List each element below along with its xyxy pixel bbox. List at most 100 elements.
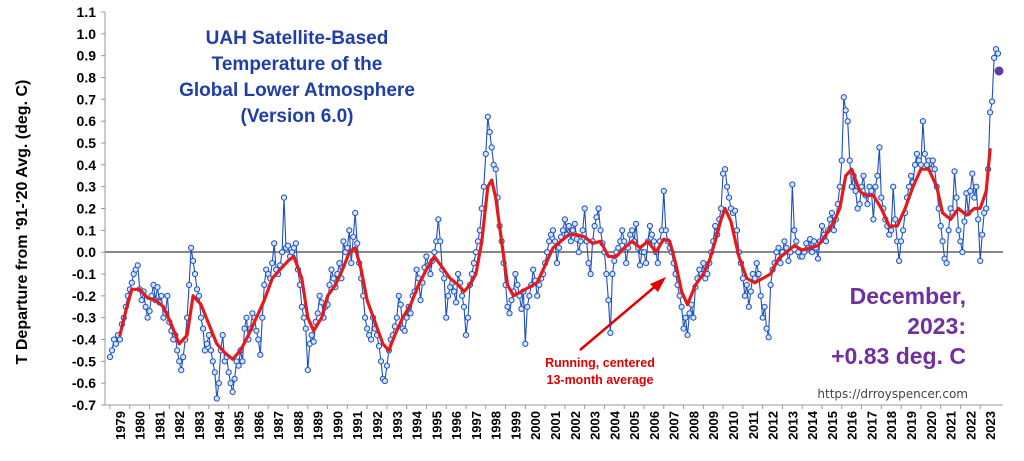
data-point bbox=[844, 118, 851, 125]
data-point bbox=[195, 292, 203, 299]
data-point bbox=[197, 314, 205, 321]
x-tick-label: 1986 bbox=[251, 411, 266, 440]
data-point bbox=[259, 314, 266, 321]
x-tick-label: 2013 bbox=[785, 411, 800, 440]
data-point bbox=[512, 270, 519, 278]
x-tick-label: 2003 bbox=[588, 411, 603, 440]
data-point bbox=[158, 292, 165, 299]
data-point bbox=[937, 222, 944, 230]
y-tick-label: 0.8 bbox=[77, 70, 97, 86]
data-point bbox=[280, 194, 288, 201]
data-point bbox=[174, 347, 181, 354]
data-point bbox=[316, 292, 323, 299]
data-point bbox=[134, 262, 141, 269]
data-point bbox=[826, 216, 834, 223]
y-tick-label: 1.1 bbox=[77, 4, 97, 20]
data-point bbox=[106, 353, 114, 361]
data-point bbox=[199, 325, 207, 332]
data-point bbox=[898, 238, 905, 245]
data-point bbox=[462, 332, 470, 339]
x-tick-label: 2020 bbox=[924, 411, 939, 440]
data-point bbox=[213, 395, 220, 402]
data-point bbox=[354, 240, 361, 247]
x-tick-label: 2016 bbox=[845, 411, 860, 440]
data-point bbox=[878, 194, 885, 201]
data-point bbox=[302, 325, 309, 332]
data-point bbox=[629, 227, 636, 234]
data-point bbox=[431, 249, 438, 256]
data-point bbox=[308, 332, 315, 339]
data-point bbox=[180, 353, 187, 361]
data-point bbox=[269, 260, 276, 267]
data-point bbox=[243, 314, 250, 321]
annotation-arrowhead bbox=[650, 277, 666, 292]
data-point bbox=[154, 284, 161, 291]
annotation-arrow bbox=[579, 283, 659, 351]
data-point bbox=[235, 362, 242, 369]
y-tick-label: 0.7 bbox=[77, 91, 97, 107]
data-point bbox=[856, 201, 863, 208]
data-point bbox=[943, 260, 950, 267]
data-point bbox=[971, 194, 978, 201]
data-point bbox=[451, 288, 458, 295]
data-point bbox=[623, 260, 630, 267]
x-tick-label: 1998 bbox=[489, 411, 504, 440]
data-point bbox=[304, 367, 311, 374]
y-tick-label: 0.2 bbox=[77, 201, 97, 217]
data-point bbox=[455, 270, 462, 278]
data-point bbox=[397, 301, 404, 308]
data-point bbox=[553, 260, 561, 267]
data-point bbox=[417, 297, 424, 304]
data-point bbox=[597, 227, 604, 234]
data-point bbox=[346, 227, 353, 234]
data-point bbox=[460, 303, 468, 310]
y-tick-label: -0.4 bbox=[72, 332, 96, 348]
data-point bbox=[146, 308, 153, 315]
data-point bbox=[753, 260, 760, 267]
data-point bbox=[546, 238, 553, 245]
data-point bbox=[917, 161, 925, 168]
data-point bbox=[298, 303, 305, 310]
data-point bbox=[725, 194, 733, 201]
data-point bbox=[959, 249, 966, 256]
data-point bbox=[453, 299, 460, 306]
y-tick-label: 0.4 bbox=[77, 157, 97, 173]
data-point bbox=[603, 270, 610, 278]
data-point bbox=[888, 227, 895, 234]
data-point bbox=[870, 216, 877, 223]
data-point bbox=[662, 227, 669, 234]
data-point bbox=[571, 220, 578, 227]
y-tick-label: 0.5 bbox=[77, 135, 97, 151]
x-tick-label: 1982 bbox=[172, 411, 187, 440]
data-point bbox=[650, 238, 658, 245]
y-tick-label: -0.1 bbox=[72, 266, 96, 282]
data-point bbox=[587, 270, 594, 278]
latest-data-point bbox=[994, 66, 1004, 76]
data-point bbox=[781, 238, 788, 245]
data-point bbox=[609, 270, 616, 278]
data-point bbox=[534, 292, 541, 299]
data-point bbox=[526, 292, 533, 299]
data-point bbox=[840, 94, 847, 101]
data-point bbox=[395, 292, 402, 299]
data-point bbox=[559, 227, 567, 234]
data-point bbox=[211, 369, 218, 376]
data-point bbox=[890, 183, 897, 190]
y-tick-label: -0.5 bbox=[72, 353, 96, 369]
data-point bbox=[116, 336, 124, 343]
data-point bbox=[913, 150, 921, 157]
data-point bbox=[381, 377, 388, 385]
y-tick-label: 0.3 bbox=[77, 179, 97, 195]
data-point bbox=[828, 209, 836, 216]
data-point bbox=[741, 292, 749, 299]
y-tick-labels: -0.7 -0.6 -0.5 -0.4 -0.3 -0.2 -0.1 0.0 0.1 0.2 0.3… bbox=[72, 4, 105, 413]
data-point bbox=[759, 314, 766, 321]
data-point bbox=[660, 187, 667, 195]
data-point bbox=[551, 238, 559, 245]
data-point bbox=[919, 118, 927, 125]
data-point bbox=[991, 54, 998, 62]
data-point bbox=[642, 260, 650, 267]
data-point bbox=[967, 187, 974, 195]
data-point bbox=[176, 358, 183, 365]
data-point bbox=[755, 270, 762, 278]
